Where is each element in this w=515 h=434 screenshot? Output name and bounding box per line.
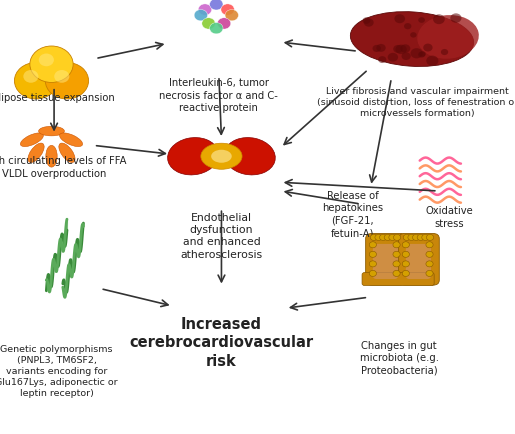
Circle shape bbox=[369, 270, 376, 276]
Circle shape bbox=[393, 270, 400, 276]
Circle shape bbox=[210, 0, 223, 10]
Circle shape bbox=[210, 23, 223, 34]
Circle shape bbox=[393, 234, 401, 240]
Circle shape bbox=[30, 46, 73, 82]
Text: Release of
hepatokines
(FGF-21,
fetuin-A): Release of hepatokines (FGF-21, fetuin-A… bbox=[322, 191, 383, 238]
Circle shape bbox=[402, 52, 411, 60]
Circle shape bbox=[369, 251, 376, 257]
Ellipse shape bbox=[21, 133, 43, 147]
Circle shape bbox=[402, 261, 409, 267]
Ellipse shape bbox=[167, 138, 219, 175]
Circle shape bbox=[426, 234, 434, 240]
Circle shape bbox=[410, 32, 417, 38]
Circle shape bbox=[426, 242, 433, 248]
Circle shape bbox=[408, 234, 415, 240]
Circle shape bbox=[402, 251, 409, 257]
Ellipse shape bbox=[201, 143, 242, 169]
Ellipse shape bbox=[46, 145, 57, 167]
Circle shape bbox=[394, 14, 405, 23]
Text: Endothelial
dysfunction
and enhanced
atherosclerosis: Endothelial dysfunction and enhanced ath… bbox=[180, 213, 263, 260]
Ellipse shape bbox=[39, 126, 64, 136]
Circle shape bbox=[375, 234, 382, 240]
Circle shape bbox=[54, 70, 70, 83]
Circle shape bbox=[372, 45, 381, 52]
Ellipse shape bbox=[28, 143, 44, 162]
Ellipse shape bbox=[60, 133, 82, 147]
Ellipse shape bbox=[211, 150, 232, 163]
Circle shape bbox=[376, 44, 386, 52]
Circle shape bbox=[221, 4, 234, 15]
Circle shape bbox=[400, 44, 410, 53]
Text: High circulating levels of FFA
VLDL overproduction: High circulating levels of FFA VLDL over… bbox=[0, 156, 126, 179]
Circle shape bbox=[363, 17, 370, 24]
Circle shape bbox=[403, 234, 410, 240]
Circle shape bbox=[413, 234, 420, 240]
Text: Liver fibrosis and vascular impairment
(sinusoid distortion, loss of fenestratio: Liver fibrosis and vascular impairment (… bbox=[317, 87, 515, 118]
Circle shape bbox=[369, 242, 376, 248]
Circle shape bbox=[419, 51, 426, 57]
Circle shape bbox=[378, 56, 386, 63]
Text: Oxidative
stress: Oxidative stress bbox=[425, 206, 473, 229]
Circle shape bbox=[417, 234, 424, 240]
Circle shape bbox=[225, 10, 238, 21]
Circle shape bbox=[422, 234, 429, 240]
Circle shape bbox=[410, 48, 423, 59]
Circle shape bbox=[202, 18, 215, 29]
Circle shape bbox=[393, 45, 403, 53]
Circle shape bbox=[396, 45, 407, 54]
Circle shape bbox=[198, 4, 212, 15]
Circle shape bbox=[418, 52, 425, 58]
Circle shape bbox=[217, 18, 231, 29]
Circle shape bbox=[39, 53, 54, 66]
Ellipse shape bbox=[417, 15, 479, 59]
FancyBboxPatch shape bbox=[399, 233, 439, 285]
Circle shape bbox=[441, 49, 448, 55]
Circle shape bbox=[402, 270, 409, 276]
FancyBboxPatch shape bbox=[406, 244, 431, 279]
Circle shape bbox=[393, 261, 400, 267]
Circle shape bbox=[393, 251, 400, 257]
Circle shape bbox=[194, 10, 208, 21]
Circle shape bbox=[426, 56, 438, 66]
Text: Interleukin-6, tumor
necrosis factor α and C-
reactive protein: Interleukin-6, tumor necrosis factor α a… bbox=[160, 78, 278, 113]
Circle shape bbox=[370, 234, 377, 240]
Text: Increased
cerebrocardiovascular
risk: Increased cerebrocardiovascular risk bbox=[129, 317, 314, 369]
FancyBboxPatch shape bbox=[362, 273, 434, 286]
Circle shape bbox=[433, 14, 445, 24]
Circle shape bbox=[14, 62, 58, 99]
Circle shape bbox=[426, 270, 433, 276]
FancyBboxPatch shape bbox=[373, 244, 398, 279]
Text: Genetic polymorphisms
(PNPL3, TM6SF2,
variants encoding for
Glu167Lys, adiponect: Genetic polymorphisms (PNPL3, TM6SF2, va… bbox=[0, 345, 118, 398]
Circle shape bbox=[364, 18, 374, 27]
Circle shape bbox=[389, 234, 396, 240]
Circle shape bbox=[418, 17, 425, 23]
Circle shape bbox=[380, 234, 387, 240]
Circle shape bbox=[23, 70, 39, 83]
Circle shape bbox=[388, 53, 398, 62]
Circle shape bbox=[450, 13, 461, 23]
Text: Adipose tissue expansion: Adipose tissue expansion bbox=[0, 93, 115, 103]
Circle shape bbox=[426, 261, 433, 267]
Ellipse shape bbox=[224, 138, 276, 175]
Circle shape bbox=[423, 43, 433, 52]
Circle shape bbox=[404, 23, 411, 30]
Circle shape bbox=[384, 234, 391, 240]
Ellipse shape bbox=[350, 12, 474, 66]
Text: Changes in gut
microbiota (e.g.
Proteobacteria): Changes in gut microbiota (e.g. Proteoba… bbox=[359, 341, 439, 375]
Circle shape bbox=[369, 261, 376, 267]
Circle shape bbox=[426, 251, 433, 257]
Circle shape bbox=[402, 242, 409, 248]
FancyBboxPatch shape bbox=[366, 233, 406, 285]
Circle shape bbox=[393, 242, 400, 248]
Ellipse shape bbox=[59, 143, 75, 162]
Circle shape bbox=[45, 62, 89, 99]
